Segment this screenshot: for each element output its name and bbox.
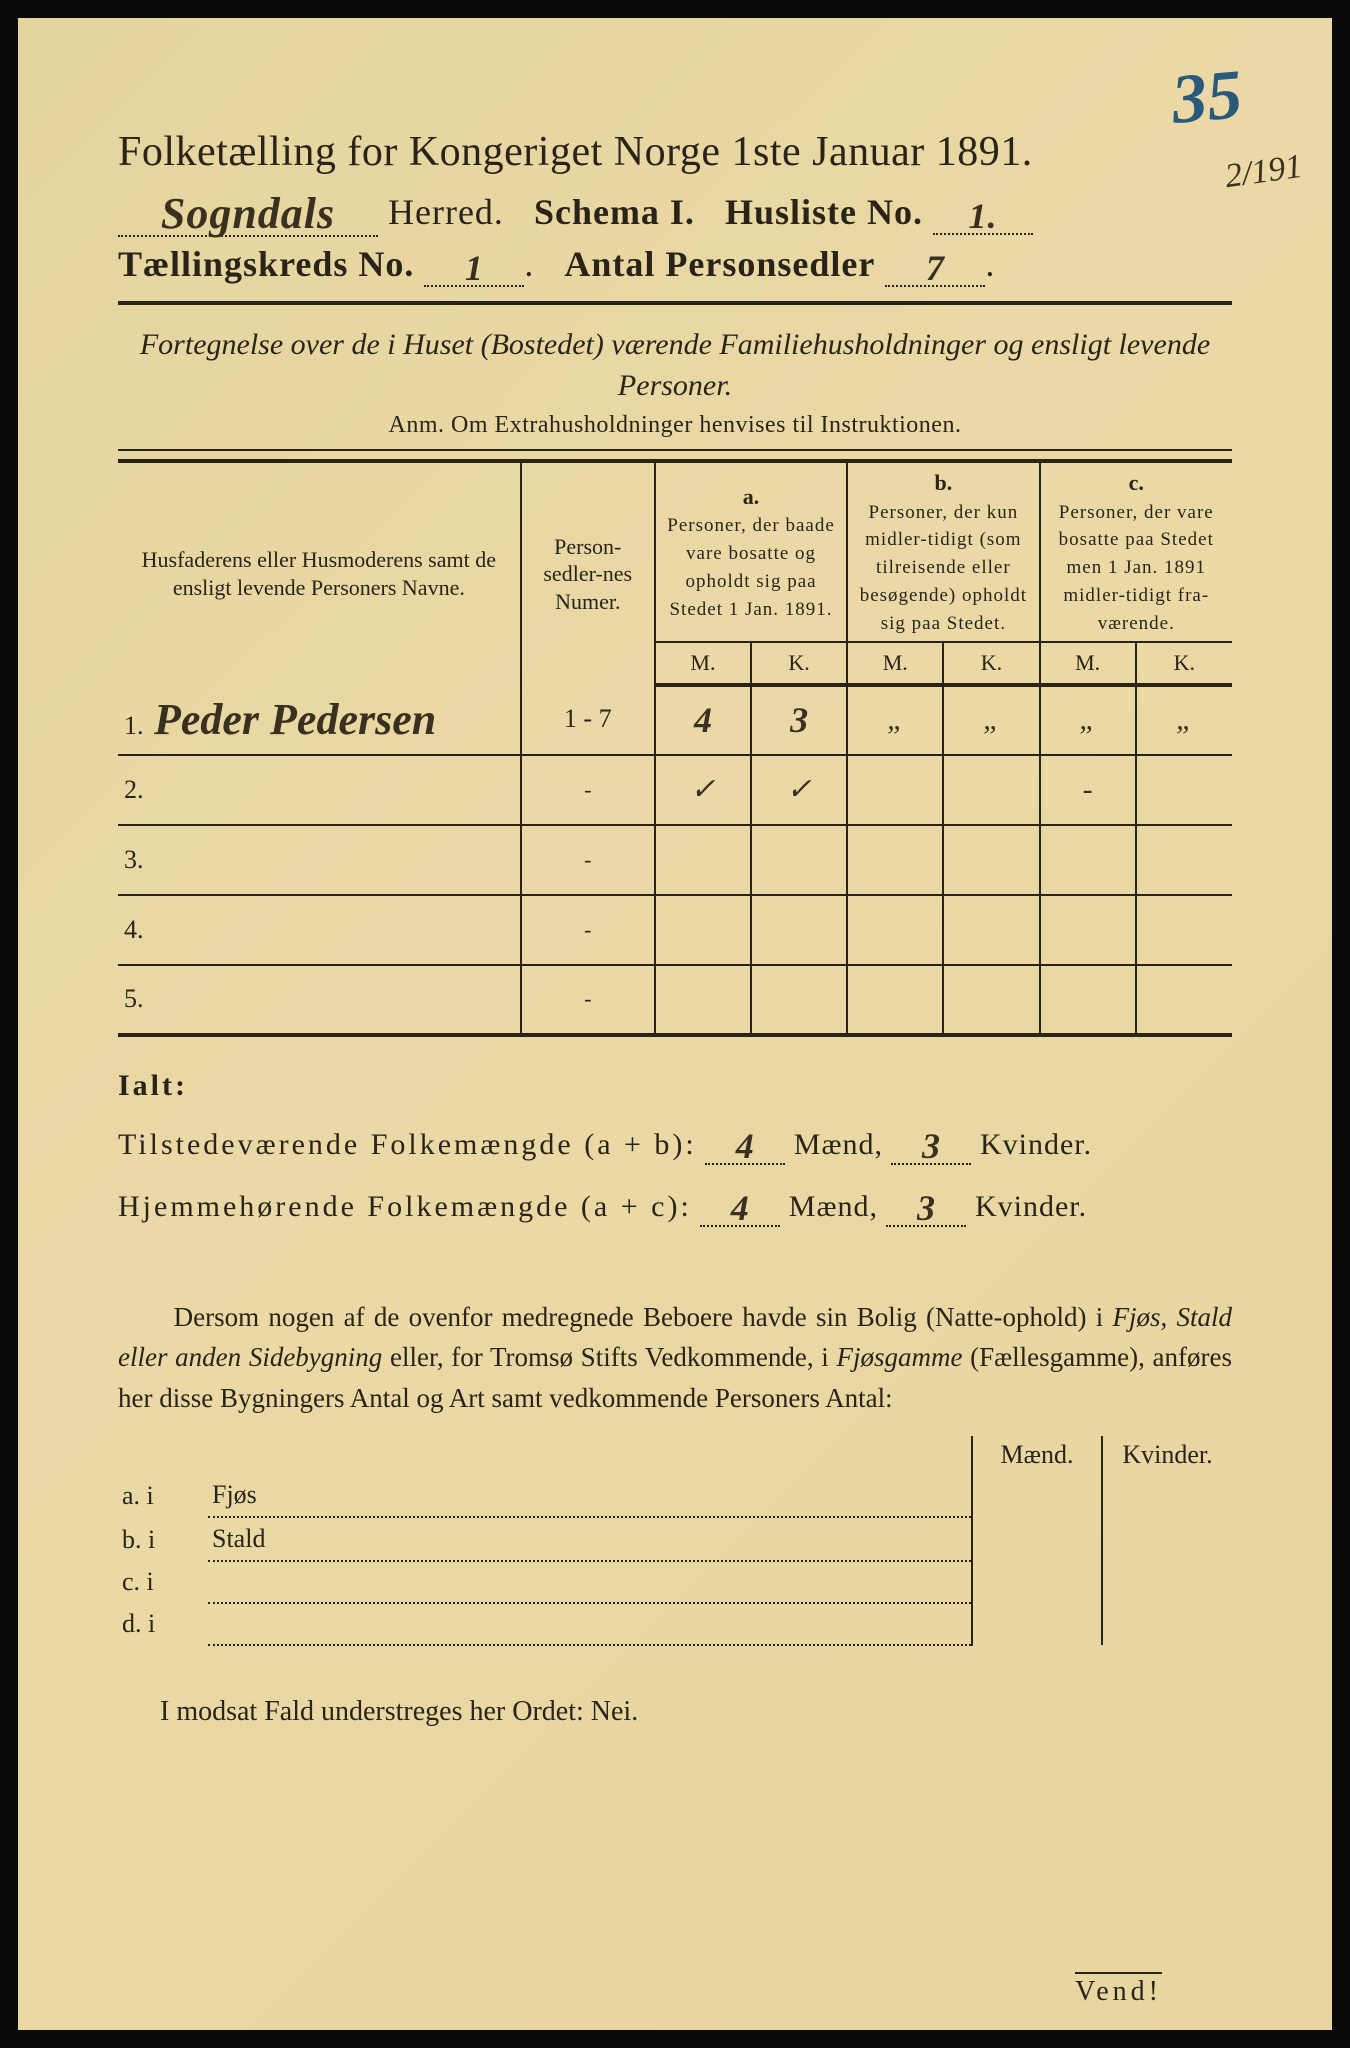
para-italic: Fjøsgamme: [836, 1342, 962, 1372]
numer-cell: -: [521, 755, 655, 825]
col-a-text: Personer, der baade vare bosatte og opho…: [667, 515, 835, 619]
col-b: b. Personer, der kun midler-tidigt (som …: [847, 461, 1039, 642]
husliste-label: Husliste No.: [725, 192, 923, 232]
numer-cell: 1 - 7: [521, 685, 655, 755]
row-num: 1.: [124, 711, 154, 741]
herred-label: Herred.: [388, 192, 504, 232]
mk-head: M.: [655, 642, 751, 685]
maend-label: Mænd,: [794, 1128, 883, 1161]
total-line-2: Hjemmehørende Folkemængde (a + c): 4 Mæn…: [118, 1183, 1232, 1227]
antal-value: 7: [926, 248, 945, 288]
small-what: Stald: [212, 1524, 265, 1553]
total2-m: 4: [731, 1188, 750, 1228]
antal-label: Antal Personsedler: [564, 244, 875, 284]
anm-note: Anm. Om Extrahusholdninger henvises til …: [118, 412, 1232, 439]
name-cell: Peder Pedersen: [154, 695, 436, 744]
small-row: c. i: [118, 1561, 1232, 1603]
mk-head: K.: [751, 642, 847, 685]
schema-label: Schema I.: [534, 192, 695, 232]
husliste-value: 1.: [968, 196, 997, 236]
small-h1: Mænd.: [972, 1436, 1102, 1474]
col-c: c. Personer, der vare bosatte paa Stedet…: [1040, 461, 1232, 642]
mk-head: K.: [1136, 642, 1232, 685]
page-title: Folketælling for Kongeriget Norge 1ste J…: [118, 128, 1232, 176]
total-line-1: Tilstedeværende Folkemængde (a + b): 4 M…: [118, 1121, 1232, 1165]
total1-m: 4: [736, 1126, 755, 1166]
kvinder-label: Kvinder.: [980, 1128, 1092, 1161]
explanatory-paragraph: Dersom nogen af de ovenfor medregnede Be…: [118, 1297, 1232, 1419]
col-a: a. Personer, der baade vare bosatte og o…: [655, 461, 847, 642]
mk-head: K.: [943, 642, 1039, 685]
margin-fraction: 2/191: [1222, 148, 1304, 196]
subheading: Fortegnelse over de i Huset (Bostedet) v…: [118, 325, 1232, 406]
total1-k: 3: [922, 1126, 941, 1166]
small-row: b. i Stald: [118, 1517, 1232, 1561]
table-row: 4. -: [118, 895, 1232, 965]
ialt-text: Ialt:: [118, 1069, 188, 1102]
val: „: [887, 703, 904, 736]
small-row: a. i Fjøs: [118, 1474, 1232, 1517]
val: „: [1176, 703, 1193, 736]
row-num: 5.: [124, 984, 154, 1014]
census-form-page: 35 2/191 Folketælling for Kongeriget Nor…: [0, 0, 1350, 2048]
maend-label: Mænd,: [789, 1190, 878, 1223]
numer-text: 1 - 7: [564, 704, 612, 733]
small-label: d. i: [118, 1603, 208, 1645]
table-row: 3. -: [118, 825, 1232, 895]
numer-cell: -: [521, 965, 655, 1035]
val: „: [1079, 703, 1096, 736]
table-row: 2. - ✓ ✓ -: [118, 755, 1232, 825]
table-row: 1.Peder Pedersen 1 - 7 4 3 „ „ „ „: [118, 685, 1232, 755]
rule: [118, 449, 1232, 451]
val: 4: [694, 700, 712, 740]
val: ✓: [690, 773, 715, 806]
corner-page-number: 35: [1169, 55, 1246, 141]
col-a-letter: a.: [743, 484, 760, 509]
col-b-text: Personer, der kun midler-tidigt (som til…: [860, 502, 1027, 634]
kreds-value: 1: [465, 248, 484, 288]
small-what: Fjøs: [212, 1480, 257, 1509]
val: „: [983, 703, 1000, 736]
total2-label: Hjemmehørende Folkemængde (a + c):: [118, 1190, 692, 1223]
col-c-letter: c.: [1129, 470, 1144, 495]
small-row: d. i: [118, 1603, 1232, 1645]
ialt-label: Ialt:: [118, 1069, 1232, 1103]
total1-label: Tilstedeværende Folkemængde (a + b):: [118, 1128, 697, 1161]
small-label: a. i: [118, 1474, 208, 1517]
numer-cell: -: [521, 895, 655, 965]
col-c-text: Personer, der vare bosatte paa Stedet me…: [1059, 502, 1214, 634]
row-num: 4.: [124, 915, 154, 945]
vend-label: Vend!: [1075, 1972, 1162, 2008]
kvinder-label: Kvinder.: [975, 1190, 1087, 1223]
val: ✓: [787, 773, 812, 806]
para-text: eller, for Tromsø Stifts Vedkommende, i: [382, 1342, 836, 1372]
val: -: [1083, 773, 1093, 806]
numer-cell: -: [521, 825, 655, 895]
table-row: 5. -: [118, 965, 1232, 1035]
small-h2: Kvinder.: [1102, 1436, 1232, 1474]
herred-value: Sogndals: [161, 189, 335, 238]
col1-head: Husfaderens eller Husmoderens samt de en…: [118, 461, 521, 685]
outbuilding-table: Mænd. Kvinder. a. i Fjøs b. i Stald c. i…: [118, 1436, 1232, 1646]
col-b-letter: b.: [935, 470, 953, 495]
small-label: b. i: [118, 1517, 208, 1561]
col2-head: Person-sedler-nes Numer.: [521, 461, 655, 685]
val: 3: [790, 700, 808, 740]
footer-text: I modsat Fald understreges her Ordet: Ne…: [160, 1696, 638, 1727]
row-num: 2.: [124, 775, 154, 805]
mk-head: M.: [1040, 642, 1136, 685]
row-num: 3.: [124, 845, 154, 875]
total2-k: 3: [917, 1188, 936, 1228]
main-table: Husfaderens eller Husmoderens samt de en…: [118, 459, 1232, 1037]
mk-head: M.: [847, 642, 943, 685]
header-line-3: Tællingskreds No. 1. Antal Personsedler …: [118, 243, 1232, 287]
small-label: c. i: [118, 1561, 208, 1603]
para-text: Dersom nogen af de ovenfor medregnede Be…: [174, 1302, 1113, 1332]
header-line-2: Sogndals Herred. Schema I. Husliste No. …: [118, 184, 1232, 237]
rule: [118, 301, 1232, 305]
footer-line: I modsat Fald understreges her Ordet: Ne…: [118, 1696, 1232, 1728]
kreds-label: Tællingskreds No.: [118, 244, 414, 284]
table-body: 1.Peder Pedersen 1 - 7 4 3 „ „ „ „ 2. - …: [118, 685, 1232, 1035]
